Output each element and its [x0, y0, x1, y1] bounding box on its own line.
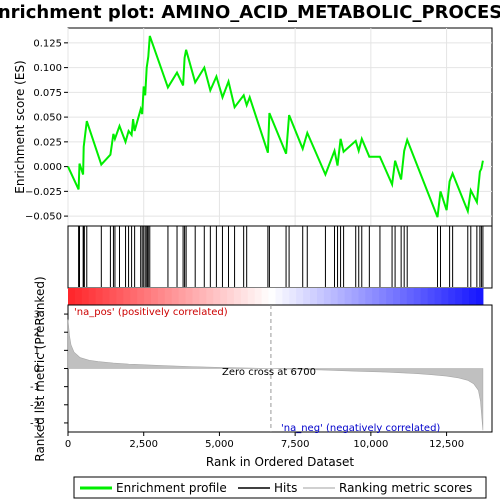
x-tick-label: 5,000	[205, 439, 234, 450]
color-bar-segment	[262, 288, 269, 305]
x-tick-label: 7,500	[281, 439, 310, 450]
color-bar-segment	[441, 288, 448, 305]
color-bar-segment	[469, 288, 476, 305]
x-tick-label: 0	[65, 439, 71, 450]
color-bar-segment	[158, 288, 165, 305]
es-y-tick-label: 0.125	[33, 38, 62, 49]
color-bar-segment	[89, 288, 96, 305]
color-bar-segment	[75, 288, 82, 305]
es-y-tick-label: 0.025	[33, 137, 62, 148]
es-y-ticks: −0.050 −0.025 0.000 0.025 0.050 0.075 0.100 0.1…	[25, 38, 68, 222]
color-bar-segment	[227, 288, 234, 305]
color-bar-segment	[476, 288, 483, 305]
color-bar-segment	[96, 288, 103, 305]
es-y-axis-label: Enrichment score (ES)	[13, 60, 27, 193]
hits-panel	[68, 226, 492, 288]
color-bar-segment	[103, 288, 110, 305]
color-bar-segment	[386, 288, 393, 305]
x-axis-ticks: 0 2,500 5,000 7,500 10,000 12,500	[65, 432, 464, 450]
es-y-tick-label: 0.100	[33, 63, 62, 74]
color-bar-segment	[296, 288, 303, 305]
color-bar-segment	[109, 288, 116, 305]
positive-correlation-label: 'na_pos' (positively correlated)	[74, 307, 228, 318]
legend-label-enrichment: Enrichment profile	[116, 481, 227, 495]
color-bar-segment	[372, 288, 379, 305]
color-bar-segment	[435, 288, 442, 305]
color-bar-segment	[324, 288, 331, 305]
color-bar-segment	[365, 288, 372, 305]
legend-label-hits: Hits	[274, 481, 297, 495]
color-bar-segment	[317, 288, 324, 305]
color-bar-segment	[455, 288, 462, 305]
color-bar-segment	[130, 288, 137, 305]
color-bar-segment	[206, 288, 213, 305]
color-bar-segment	[241, 288, 248, 305]
legend-label-metric: Ranking metric scores	[339, 481, 472, 495]
color-bar-segment	[213, 288, 220, 305]
metric-y-axis-label: Ranked list metric (PreRanked)	[33, 276, 47, 461]
color-bar-segment	[393, 288, 400, 305]
color-bar-segment	[338, 288, 345, 305]
color-bar-segment	[172, 288, 179, 305]
es-y-tick-label: −0.025	[25, 187, 62, 198]
es-y-tick-label: 0.050	[33, 113, 62, 124]
es-y-tick-label: 0.000	[33, 162, 62, 173]
x-axis-label: Rank in Ordered Dataset	[206, 455, 354, 469]
x-tick-label: 10,000	[353, 439, 388, 450]
color-bar-segment	[303, 288, 310, 305]
color-bar-segment	[379, 288, 386, 305]
color-bar-segment	[199, 288, 206, 305]
color-bar-segment	[428, 288, 435, 305]
color-bar-segment	[248, 288, 255, 305]
color-bar-segment	[151, 288, 158, 305]
color-bar-segment	[345, 288, 352, 305]
color-bar-segment	[116, 288, 123, 305]
es-panel: −0.050 −0.025 0.000 0.025 0.050 0.075 0.100 0.1…	[13, 28, 492, 226]
x-tick-label: 2,500	[129, 439, 158, 450]
es-y-tick-label: 0.075	[33, 88, 62, 99]
color-bar-segment	[462, 288, 469, 305]
rank-color-bar	[68, 288, 483, 305]
color-bar-segment	[68, 288, 75, 305]
color-bar-segment	[352, 288, 359, 305]
color-bar-segment	[448, 288, 455, 305]
color-bar-segment	[289, 288, 296, 305]
color-bar-segment	[123, 288, 130, 305]
color-bar-segment	[144, 288, 151, 305]
color-bar-segment	[269, 288, 276, 305]
color-bar-segment	[165, 288, 172, 305]
color-bar-segment	[407, 288, 414, 305]
zero-cross-label: Zero cross at 6700	[222, 367, 316, 378]
color-bar-segment	[282, 288, 289, 305]
color-bar-segment	[220, 288, 227, 305]
es-y-tick-label: −0.050	[25, 212, 62, 223]
color-bar-segment	[255, 288, 262, 305]
color-bar-segment	[400, 288, 407, 305]
color-bar-segment	[82, 288, 89, 305]
chart-title: Enrichment plot: AMINO_ACID_METABOLIC_PR…	[0, 2, 500, 23]
color-bar-segment	[234, 288, 241, 305]
color-bar-segment	[421, 288, 428, 305]
x-tick-label: 12,500	[429, 439, 464, 450]
color-bar-segment	[192, 288, 199, 305]
color-bar-segment	[179, 288, 186, 305]
negative-correlation-label: 'na_neg' (negatively correlated)	[281, 423, 440, 434]
color-bar-segment	[310, 288, 317, 305]
legend: Enrichment profile Hits Ranking metric s…	[74, 477, 486, 498]
color-bar-segment	[358, 288, 365, 305]
color-bar-segment	[137, 288, 144, 305]
color-bar-segment	[275, 288, 282, 305]
color-bar-segment	[186, 288, 193, 305]
color-bar-segment	[331, 288, 338, 305]
color-bar-segment	[414, 288, 421, 305]
